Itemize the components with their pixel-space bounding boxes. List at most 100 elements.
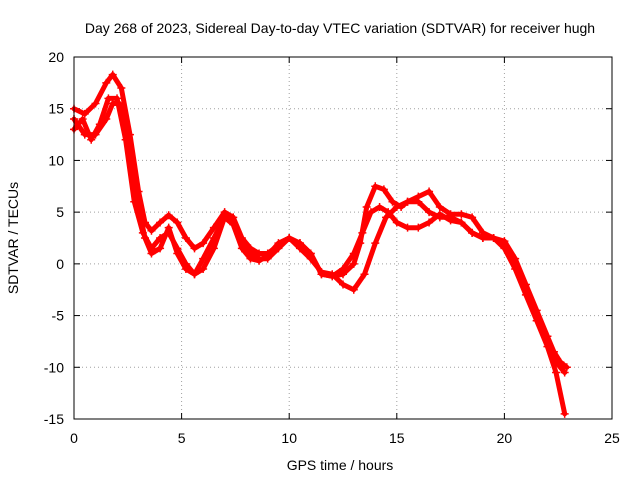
y-tick-label: -15 bbox=[44, 411, 64, 427]
data-point bbox=[349, 259, 358, 268]
y-tick-label: 5 bbox=[56, 204, 64, 220]
y-tick-label: -5 bbox=[52, 308, 65, 324]
data-point bbox=[138, 228, 147, 237]
data-point bbox=[95, 120, 104, 129]
data-point bbox=[500, 244, 509, 253]
data-point bbox=[382, 213, 391, 222]
data-point bbox=[339, 265, 347, 274]
plot-area bbox=[70, 70, 571, 418]
data-point bbox=[543, 342, 552, 351]
chart-title: Day 268 of 2023, Sidereal Day-to-day VTE… bbox=[85, 20, 595, 36]
data-point bbox=[560, 368, 569, 377]
data-point bbox=[190, 270, 199, 279]
data-point bbox=[102, 78, 111, 87]
data-point bbox=[199, 265, 208, 274]
data-point bbox=[425, 187, 434, 196]
data-point bbox=[360, 270, 369, 279]
data-point bbox=[478, 234, 487, 242]
data-point bbox=[362, 202, 371, 211]
data-point bbox=[263, 251, 272, 260]
tick-marks bbox=[73, 56, 613, 420]
data-point bbox=[435, 202, 444, 211]
data-point bbox=[209, 244, 218, 253]
series-line-track-1 bbox=[71, 72, 570, 370]
data-point bbox=[220, 213, 229, 222]
data-point bbox=[562, 363, 571, 372]
data-point bbox=[181, 259, 190, 268]
y-tick-label: 20 bbox=[48, 49, 64, 65]
data-point bbox=[403, 223, 412, 232]
data-point bbox=[392, 218, 401, 227]
x-tick-label: 20 bbox=[497, 430, 513, 446]
x-tick-label: 5 bbox=[178, 430, 186, 446]
data-point bbox=[358, 228, 367, 237]
data-point bbox=[246, 254, 255, 263]
data-point bbox=[237, 244, 246, 253]
data-point bbox=[295, 244, 304, 253]
data-point bbox=[457, 218, 466, 227]
plot-frame bbox=[73, 56, 613, 420]
series-line-track-3 bbox=[71, 95, 568, 417]
data-point bbox=[117, 84, 126, 93]
data-point bbox=[388, 197, 397, 206]
data-point bbox=[78, 115, 87, 124]
y-axis-label: SDTVAR / TECUs bbox=[5, 182, 21, 294]
data-point bbox=[173, 218, 182, 227]
data-point bbox=[156, 234, 165, 242]
data-point bbox=[156, 244, 165, 253]
tick-labels: 0 5 10 15 20 25 -15 -10 -5 0 5 10 15 20 bbox=[44, 49, 620, 446]
data-point bbox=[392, 202, 401, 211]
data-point bbox=[147, 226, 156, 235]
data-point bbox=[560, 409, 569, 418]
y-tick-label: 10 bbox=[48, 152, 64, 168]
data-point bbox=[371, 182, 380, 191]
data-point bbox=[306, 254, 315, 263]
data-point bbox=[156, 218, 165, 227]
data-point bbox=[425, 218, 434, 227]
data-point bbox=[317, 268, 326, 277]
x-tick-label: 10 bbox=[281, 430, 297, 446]
x-tick-label: 25 bbox=[604, 430, 620, 446]
data-point bbox=[375, 202, 384, 211]
data-point bbox=[379, 185, 388, 194]
data-point bbox=[108, 70, 117, 79]
data-point bbox=[181, 234, 190, 242]
x-tick-label: 15 bbox=[389, 430, 405, 446]
data-point bbox=[457, 210, 466, 219]
data-point bbox=[366, 208, 375, 217]
data-point bbox=[414, 223, 423, 232]
grid bbox=[74, 57, 612, 419]
data-point bbox=[164, 228, 173, 237]
data-point bbox=[173, 244, 182, 253]
data-point bbox=[511, 265, 520, 274]
data-point bbox=[121, 135, 130, 144]
data-point bbox=[87, 135, 96, 144]
x-axis-label: GPS time / hours bbox=[287, 457, 394, 473]
data-point bbox=[435, 213, 444, 222]
data-point bbox=[532, 316, 541, 325]
data-point bbox=[349, 249, 358, 258]
data-point bbox=[371, 239, 380, 248]
y-tick-label: -10 bbox=[44, 359, 64, 375]
data-point bbox=[255, 256, 264, 265]
data-point bbox=[130, 197, 139, 206]
data-point bbox=[147, 244, 156, 253]
data-point bbox=[199, 239, 208, 248]
data-point bbox=[468, 213, 477, 222]
y-tick-label: 15 bbox=[48, 101, 64, 117]
data-point bbox=[489, 234, 498, 242]
data-point bbox=[349, 285, 358, 294]
y-tick-label: 0 bbox=[56, 256, 64, 272]
data-point bbox=[104, 94, 113, 103]
data-point bbox=[403, 197, 412, 206]
data-point bbox=[425, 208, 434, 217]
data-point bbox=[468, 228, 477, 237]
x-tick-label: 0 bbox=[70, 430, 78, 446]
data-point bbox=[80, 109, 89, 118]
data-point bbox=[91, 99, 100, 108]
data-point bbox=[552, 368, 561, 377]
data-point bbox=[414, 197, 423, 206]
data-point bbox=[446, 213, 455, 222]
data-point bbox=[229, 220, 238, 229]
